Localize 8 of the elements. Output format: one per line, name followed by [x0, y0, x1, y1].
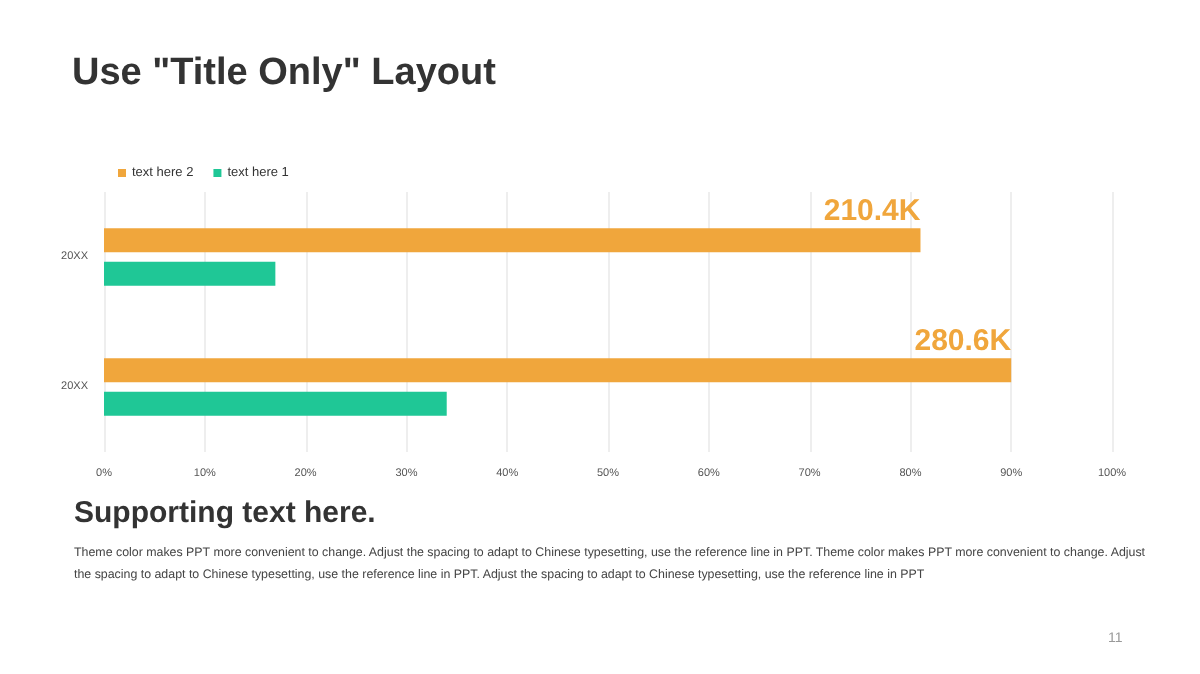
annotation: 210.4K [823, 194, 921, 229]
bar [104, 261, 276, 286]
text: Supporting text here. [74, 496, 376, 530]
annotation: 280.6K [914, 324, 1012, 359]
chart-title: Use "Title Only" Layout [72, 52, 496, 96]
bar [104, 358, 1012, 383]
bar [104, 228, 921, 253]
bar [104, 391, 447, 416]
